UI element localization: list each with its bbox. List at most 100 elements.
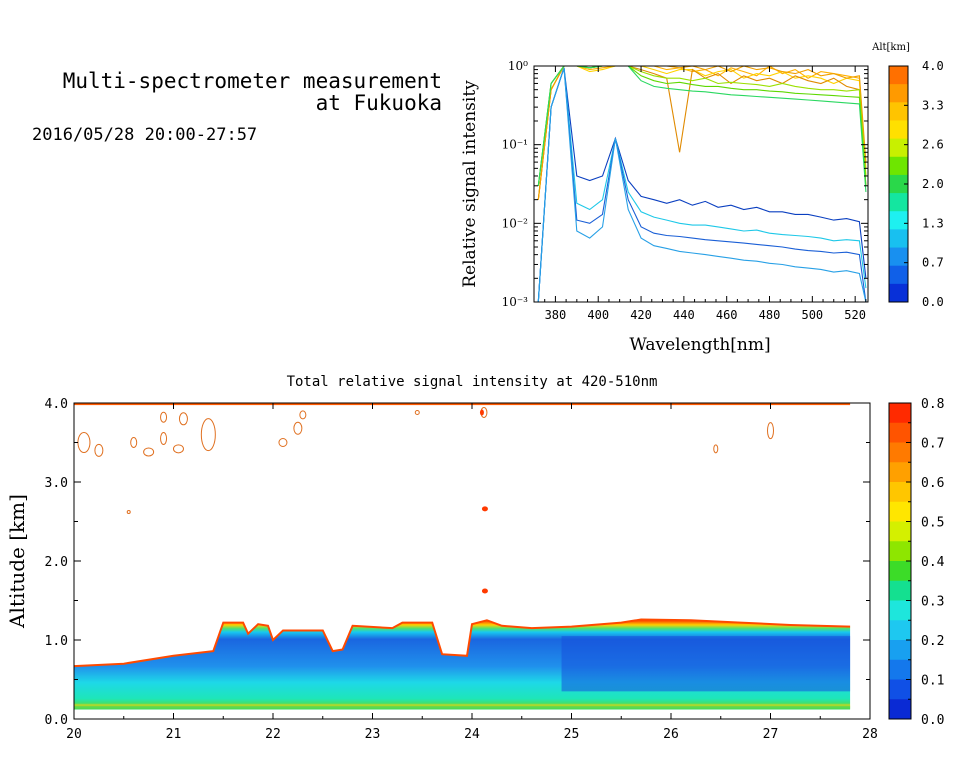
heatmap-y-tick-label: 0.0 (45, 713, 68, 728)
spectrum-colorbar: 4.0 3.3 2.6 2.0 1.3 0.7 0.0 (888, 59, 944, 309)
spectrum-colorbar-tick-label: 0.0 (922, 295, 944, 309)
heatmap-y-tick-label: 1.0 (45, 634, 68, 649)
spectrum-colorbar-segment (889, 156, 908, 176)
contour-speckle (143, 447, 155, 457)
heatmap-colorbar-segment (889, 501, 911, 522)
spectrum-colorbar-segment (889, 229, 908, 249)
spectrum-plot-frame (533, 65, 869, 303)
spectrum-x-tick-label: 460 (716, 308, 738, 322)
spectrum-y-tick-label: 10⁰ (508, 59, 528, 73)
heatmap-chart: Total relative signal intensity at 420-5… (5, 374, 945, 742)
contour-speckle (94, 443, 104, 457)
spectrum-x-tick-label: 520 (844, 308, 866, 322)
spectrum-colorbar-segment (889, 66, 908, 85)
heatmap-colorbar-segment (889, 521, 911, 542)
spectrum-colorbar-tick-label: 2.0 (922, 177, 944, 191)
spectrum-colorbar-tick-label: 1.3 (922, 216, 944, 230)
contour-speckle (178, 412, 188, 426)
spectrum-x-tick-label: 500 (801, 308, 823, 322)
spectrum-colorbar-tick-label: 2.6 (922, 138, 944, 152)
spectrum-x-tick-label: 440 (673, 308, 695, 322)
spectrum-colorbar-segment (889, 211, 908, 230)
contour-speckle (160, 411, 168, 423)
contour-speckle (130, 437, 138, 448)
heatmap-y-tick-label: 4.0 (45, 397, 68, 412)
spectrum-series-line-11 (537, 66, 867, 193)
clear-sky-contour (74, 403, 851, 406)
spectrum-colorbar-segment (889, 174, 908, 194)
heatmap-colorbar-segment (889, 699, 911, 720)
heatmap-y-tick-label: 3.0 (45, 476, 68, 491)
heatmap-field (74, 403, 851, 710)
spectrum-series-line-10 (537, 66, 867, 186)
date-range: 2016/05/28 20:00-27:57 (32, 125, 258, 145)
spectrum-colorbar-segment (889, 120, 908, 140)
spectrum-colorbar-segment (889, 102, 908, 121)
figure-title: Multi-spectrometer measurement at Fukuok… (12, 70, 442, 146)
heatmap-colorbar: 0.8 0.7 0.6 0.5 0.4 0.3 0.2 0.1 0.0 (888, 397, 945, 728)
heatmap-x-ticks: 20 21 22 23 24 25 26 27 28 (66, 403, 878, 742)
title-line-1: Multi-spectrometer measurement (62, 69, 442, 93)
heatmap-colorbar-segment (889, 422, 911, 443)
spectrum-y-ticks: 10⁻³ 10⁻² 10⁻¹ 10⁰ (502, 59, 868, 309)
low-intensity-band (561, 636, 851, 692)
contour-speckle (77, 432, 91, 453)
spectrum-series-line-6 (537, 66, 867, 200)
title-line-2: at Fukuoka (315, 91, 442, 115)
spectrum-y-tick-label: 10⁻¹ (502, 138, 528, 152)
heatmap-y-ticks: 0.0 1.0 2.0 3.0 4.0 (45, 397, 870, 728)
heatmap-colorbar-segment (889, 403, 911, 424)
heatmap-y-axis-label: Altitude [km] (5, 494, 29, 629)
heatmap-x-tick-label: 24 (464, 727, 480, 742)
heatmap-x-tick-label: 25 (564, 727, 580, 742)
heatmap-x-tick-label: 27 (763, 727, 779, 742)
contour-speckle (278, 438, 288, 447)
spectrum-series-line-2 (537, 67, 867, 302)
contour-speckle (479, 409, 484, 416)
heatmap-colorbar-tick-label: 0.5 (921, 516, 944, 531)
spectrum-colorbar-segment (889, 283, 908, 303)
spectrum-colorbar-tick-label: 4.0 (922, 59, 944, 73)
heatmap-x-tick-label: 20 (66, 727, 82, 742)
heatmap-colorbar-tick-label: 0.1 (921, 674, 944, 689)
heatmap-x-tick-label: 26 (663, 727, 679, 742)
spectrum-y-axis-label: Relative signal intensity (460, 80, 480, 288)
heatmap-colorbar-segment (889, 679, 911, 700)
cloud-top-contour (74, 618, 851, 668)
spectrum-series-group (537, 66, 867, 302)
spectrum-x-axis-label: Wavelength[nm] (629, 335, 770, 355)
heatmap-colorbar-segment (889, 541, 911, 562)
spectrum-colorbar-segment (889, 138, 908, 158)
contour-speckle (414, 409, 420, 415)
spectrum-series-line-4 (537, 67, 867, 302)
heatmap-colorbar-tick-label: 0.4 (921, 555, 945, 570)
spectrum-y-tick-label: 10⁻² (502, 216, 529, 230)
sparse-contour-speckles (77, 406, 774, 594)
contour-speckle (481, 588, 488, 594)
spectrum-series-line-9 (537, 66, 867, 186)
heatmap-x-tick-label: 28 (862, 727, 878, 742)
heatmap-colorbar-tick-label: 0.8 (921, 397, 944, 412)
heatmap-colorbar-tick-label: 0.0 (921, 713, 944, 728)
contour-speckle (299, 410, 307, 420)
heatmap-colorbar-tick-label: 0.2 (921, 634, 944, 649)
heatmap-colorbar-segment (889, 580, 911, 601)
contour-speckle (293, 421, 303, 435)
contour-speckle (172, 444, 184, 454)
heatmap-colorbar-segment (889, 620, 911, 641)
contour-speckle (126, 510, 131, 515)
heatmap-colorbar-segment (889, 600, 911, 621)
heatmap-x-tick-label: 21 (166, 727, 182, 742)
heatmap-colorbar-tick-label: 0.6 (921, 476, 944, 491)
contour-speckle (160, 432, 168, 446)
near-surface-band (74, 705, 851, 709)
heatmap-colorbar-segment (889, 561, 911, 582)
spectrum-x-tick-label: 400 (587, 308, 609, 322)
spectrum-colorbar-segment (889, 84, 908, 103)
contour-speckle (767, 422, 774, 440)
heatmap-colorbar-segment (889, 442, 911, 463)
spectrum-y-tick-label: 10⁻³ (502, 295, 529, 309)
heatmap-x-tick-label: 22 (265, 727, 281, 742)
heatmap-y-tick-label: 2.0 (45, 555, 68, 570)
